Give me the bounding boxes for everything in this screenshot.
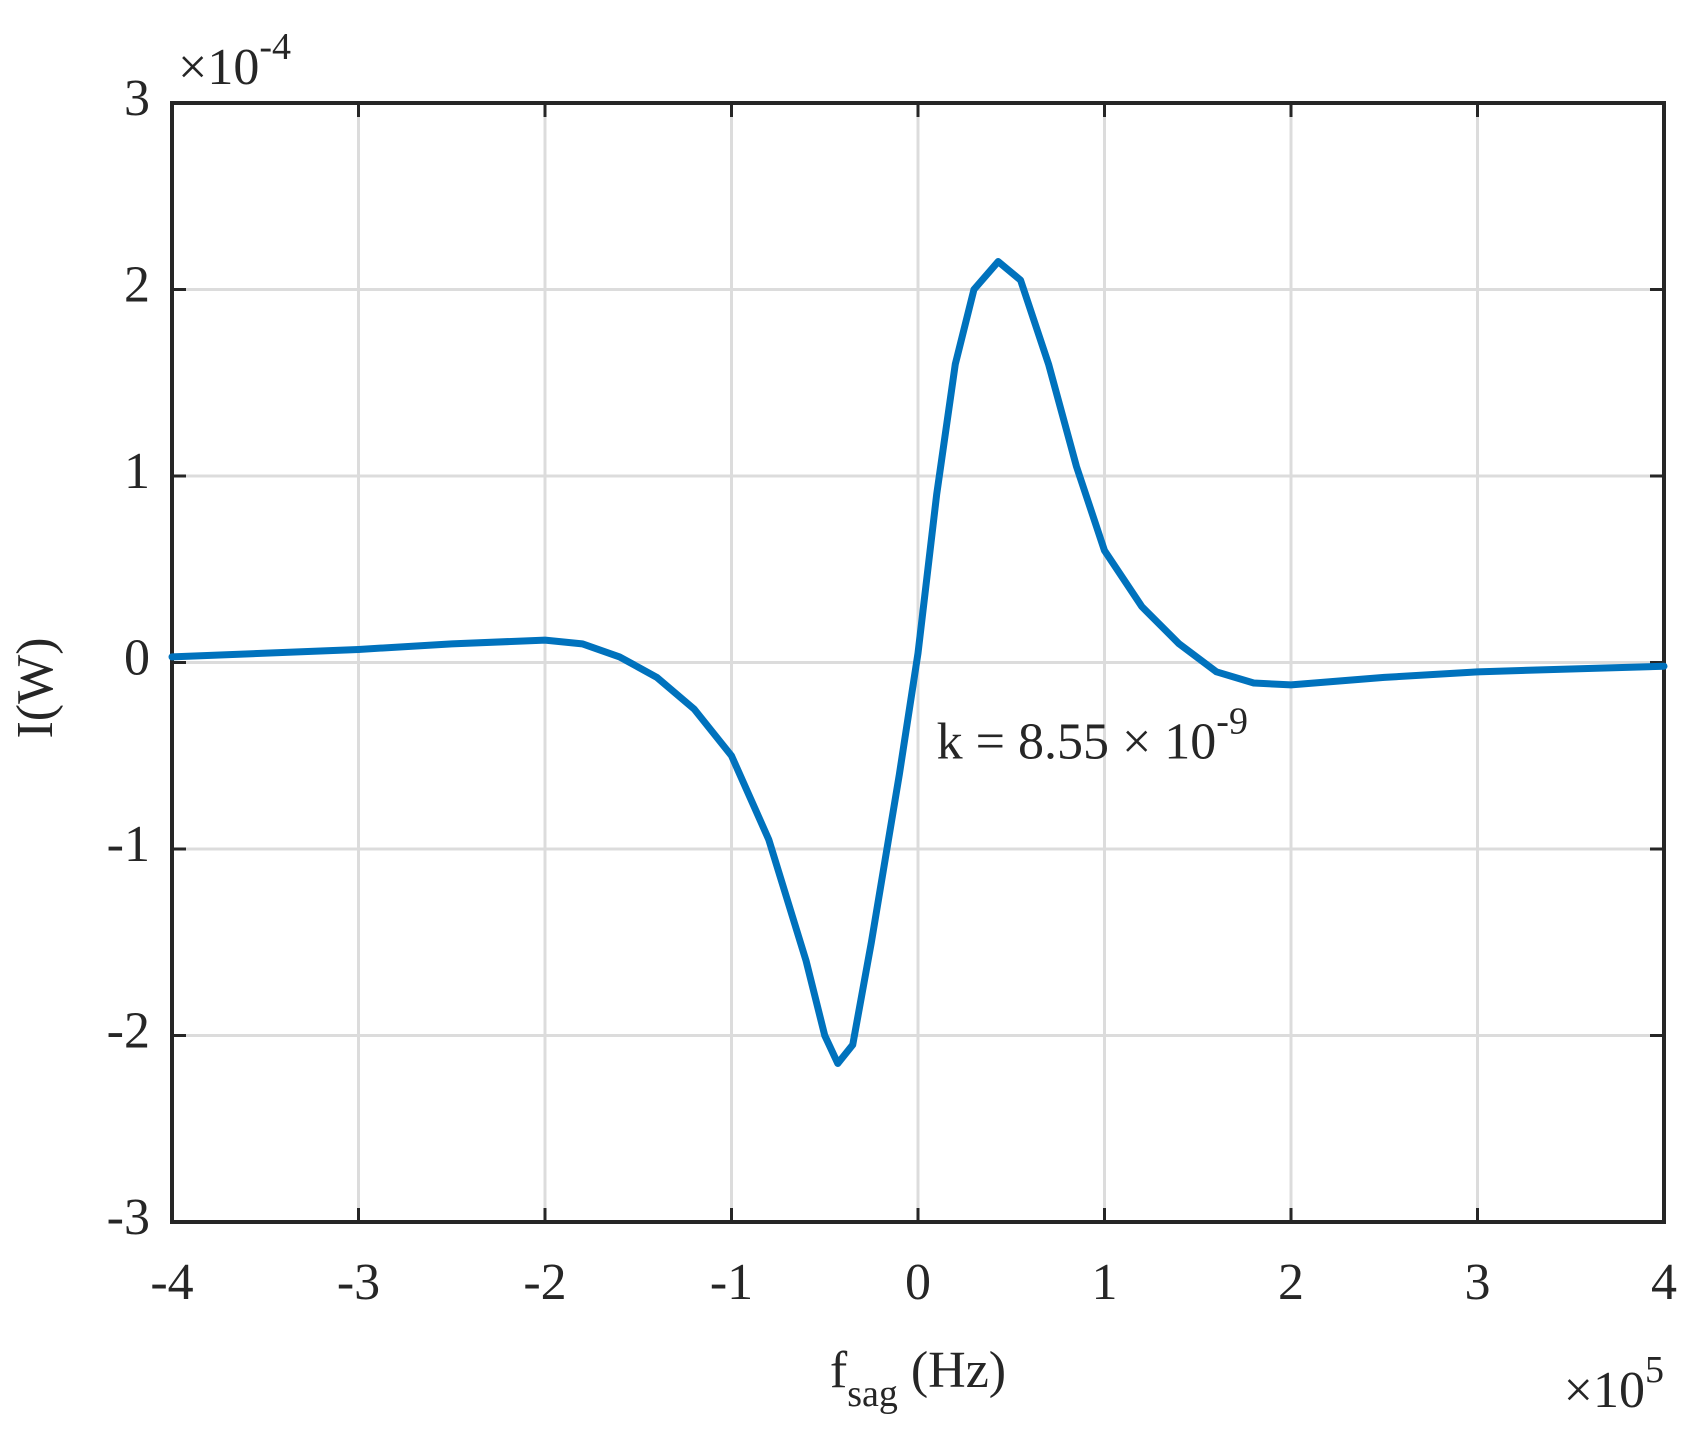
x-multiplier-part: 5	[1645, 1349, 1664, 1391]
x-axis-label: fsag (Hz)	[830, 1342, 1006, 1415]
x-axis-label-part: sag	[847, 1373, 898, 1415]
y-tick-label: -2	[107, 1002, 150, 1059]
y-tick-label: 0	[124, 629, 150, 686]
y-tick-label: 3	[124, 70, 150, 127]
x-tick-label: -2	[523, 1254, 566, 1311]
annotation: k = 8.55 × 10-9	[937, 700, 1248, 770]
x-tick-label: 1	[1092, 1254, 1118, 1311]
x-multiplier: ×105	[1564, 1349, 1664, 1419]
y-tick-label: 1	[124, 443, 150, 500]
y-multiplier-part: ×10	[178, 39, 259, 96]
y-tick-label: 2	[124, 256, 150, 313]
x-axis-label-part: (Hz)	[898, 1342, 1006, 1399]
y-axis-label: I(W)	[7, 637, 64, 738]
x-tick-label: 2	[1278, 1254, 1304, 1311]
x-tick-label: -4	[150, 1254, 193, 1311]
x-tick-label: 3	[1465, 1254, 1491, 1311]
annotation-part: -9	[1216, 700, 1248, 742]
data-line	[168, 258, 1668, 1067]
x-tick-label: 0	[905, 1254, 931, 1311]
x-multiplier-part: ×10	[1564, 1362, 1645, 1419]
x-tick-label: -3	[337, 1254, 380, 1311]
x-tick-label: -1	[710, 1254, 753, 1311]
plot-frame	[170, 101, 1666, 1224]
y-multiplier-part: -4	[259, 26, 291, 68]
y-multiplier: ×10-4	[178, 26, 291, 96]
annotation-part: k = 8.55 × 10	[937, 713, 1217, 770]
x-tick-label: 4	[1651, 1254, 1677, 1311]
y-tick-label: -3	[107, 1189, 150, 1246]
x-axis-label-part: f	[830, 1342, 848, 1399]
y-tick-label: -1	[107, 816, 150, 873]
